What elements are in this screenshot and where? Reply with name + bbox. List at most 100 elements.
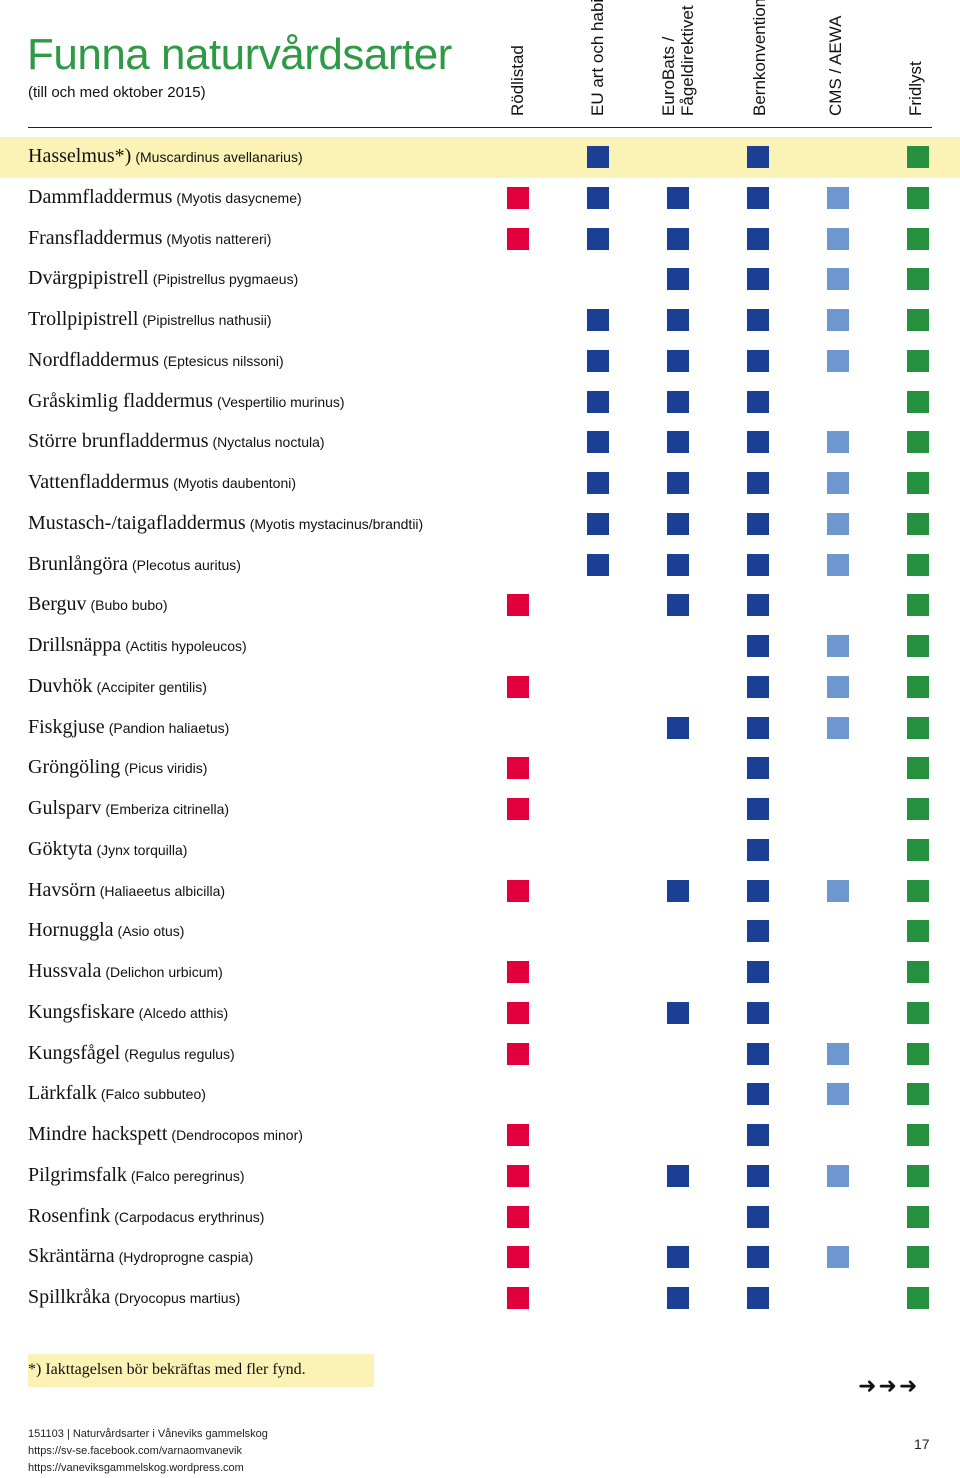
species-name: Nordfladdermus (Eptesicus nilssoni) — [28, 349, 284, 372]
species-latin-name: (Regulus regulus) — [124, 1045, 235, 1062]
species-name: Mustasch-/taigafladdermus (Myotis mystaci… — [28, 512, 423, 535]
status-marker-square — [827, 1164, 849, 1187]
species-latin-name: (Haliaeetus albicilla) — [99, 882, 226, 899]
footer-website-link[interactable]: https://vaneviksgammelskog.wordpress.com — [28, 1462, 244, 1474]
species-latin-name: (Jynx torquilla) — [96, 841, 188, 858]
status-marker-square — [507, 1246, 529, 1269]
status-marker-square — [507, 879, 529, 902]
table-row: Duvhök (Accipiter gentilis) — [0, 667, 960, 708]
status-marker-square — [747, 512, 769, 535]
footer-facebook-link[interactable]: https://sv-se.facebook.com/varnaomvanevi… — [28, 1445, 242, 1457]
table-row: Drillsnäppa (Actitis hypoleucos) — [0, 626, 960, 667]
species-common-name: Göktyta — [28, 837, 93, 860]
status-marker-square — [667, 349, 689, 372]
status-marker-square — [587, 146, 609, 168]
species-common-name: Hasselmus*) — [28, 145, 132, 167]
footer-reference: 151103 | Naturvårdsarter i Våneviks gamm… — [28, 1428, 268, 1440]
species-name: Göktyta (Jynx torquilla) — [28, 838, 187, 861]
species-common-name: Större brunfladdermus — [28, 430, 209, 453]
table-row: Hornuggla (Asio otus) — [0, 911, 960, 952]
status-marker-square — [747, 431, 769, 454]
species-name: Havsörn (Haliaeetus albicilla) — [28, 879, 225, 902]
status-marker-square — [747, 146, 769, 168]
status-marker-square — [907, 635, 929, 657]
column-header-line: Bernkonventionen — [750, 0, 769, 116]
status-marker-square — [587, 390, 609, 413]
status-marker-square — [907, 920, 929, 943]
species-latin-name: (Delichon urbicum) — [105, 964, 223, 980]
status-marker-square — [747, 1083, 769, 1106]
status-marker-square — [827, 512, 849, 535]
table-row: Gråskimlig fladdermus (Vespertilio murinu… — [0, 382, 960, 423]
species-common-name: Berguv — [28, 593, 87, 616]
species-name: Kungsfågel (Regulus regulus) — [28, 1042, 235, 1065]
status-marker-square — [667, 553, 689, 576]
status-marker-square — [507, 798, 529, 820]
status-marker-square — [667, 716, 689, 739]
species-latin-name: (Accipiter gentilis) — [96, 678, 207, 695]
status-marker-square — [827, 716, 849, 739]
status-marker-square — [747, 920, 769, 943]
status-marker-square — [747, 1246, 769, 1269]
species-latin-name: (Plecotus auritus) — [131, 556, 241, 573]
species-latin-name: (Vespertilio murinus) — [216, 393, 345, 410]
species-latin-name: (Pandion haliaetus) — [108, 719, 230, 736]
table-row: Gulsparv (Emberiza citrinella) — [0, 789, 960, 830]
status-marker-square — [507, 594, 529, 617]
species-latin-name: (Falco peregrinus) — [130, 1167, 245, 1184]
status-marker-square — [827, 635, 849, 657]
status-marker-square — [667, 186, 689, 209]
status-marker-square — [827, 1083, 849, 1106]
column-header-line: EU art och habitat — [588, 0, 607, 116]
status-marker-square — [667, 512, 689, 535]
species-latin-name: (Myotis dasycneme) — [176, 189, 302, 206]
status-marker-square — [667, 268, 689, 291]
species-latin-name: (Nyctalus noctula) — [212, 434, 325, 451]
status-marker-square — [907, 1164, 929, 1187]
species-common-name: Pilgrimsfalk — [28, 1163, 127, 1186]
species-common-name: Gråskimlig fladdermus — [28, 389, 213, 412]
table-row: Havsörn (Haliaeetus albicilla) — [0, 871, 960, 912]
species-latin-name: (Emberiza citrinella) — [105, 801, 230, 817]
table-row: Brunlångöra (Plecotus auritus) — [0, 545, 960, 586]
status-marker-square — [907, 961, 929, 983]
status-marker-square — [747, 635, 769, 657]
status-marker-square — [747, 186, 769, 209]
status-marker-square — [507, 1042, 529, 1065]
status-marker-square — [907, 227, 929, 250]
status-marker-square — [907, 879, 929, 902]
status-marker-square — [507, 186, 529, 209]
species-common-name: Fransfladdermus — [28, 226, 163, 249]
table-row: Lärkfalk (Falco subbuteo) — [0, 1074, 960, 1115]
status-marker-square — [907, 757, 929, 780]
page-title: Funna naturvårdsarter — [27, 30, 452, 79]
table-row: Spillkråka (Dryocopus martius) — [0, 1278, 960, 1319]
table-row: Mustasch-/taigafladdermus (Myotis mystaci… — [0, 504, 960, 545]
table-row: Göktyta (Jynx torquilla) — [0, 830, 960, 871]
species-name: Hussvala (Delichon urbicum) — [28, 960, 223, 983]
species-latin-name: (Myotis daubentoni) — [173, 475, 297, 491]
status-marker-square — [827, 268, 849, 291]
species-name: Skräntärna (Hydroprogne caspia) — [28, 1245, 253, 1268]
status-marker-square — [907, 390, 929, 413]
species-latin-name: (Bubo bubo) — [90, 597, 168, 614]
table-row: Gröngöling (Picus viridis) — [0, 748, 960, 789]
species-name: Fransfladdermus (Myotis nattereri) — [28, 227, 271, 250]
species-name: Pilgrimsfalk (Falco peregrinus) — [28, 1164, 245, 1187]
status-marker-square — [587, 349, 609, 372]
species-latin-name: (Pipistrellus pygmaeus) — [152, 271, 299, 288]
status-marker-square — [507, 1164, 529, 1187]
status-marker-square — [747, 675, 769, 698]
status-marker-square — [827, 309, 849, 331]
species-name: Berguv (Bubo bubo) — [28, 593, 168, 616]
status-marker-square — [507, 1001, 529, 1024]
species-name: Gröngöling (Picus viridis) — [28, 756, 207, 779]
status-marker-square — [747, 1124, 769, 1146]
status-marker-square — [827, 186, 849, 209]
column-header-line: CMS / AEWA — [826, 15, 845, 116]
table-row: Berguv (Bubo bubo) — [0, 585, 960, 626]
status-marker-square — [907, 1042, 929, 1065]
species-name: Dvärgpipistrell (Pipistrellus pygmaeus) — [28, 267, 298, 290]
status-marker-square — [747, 838, 769, 861]
table-row: Hussvala (Delichon urbicum) — [0, 952, 960, 993]
